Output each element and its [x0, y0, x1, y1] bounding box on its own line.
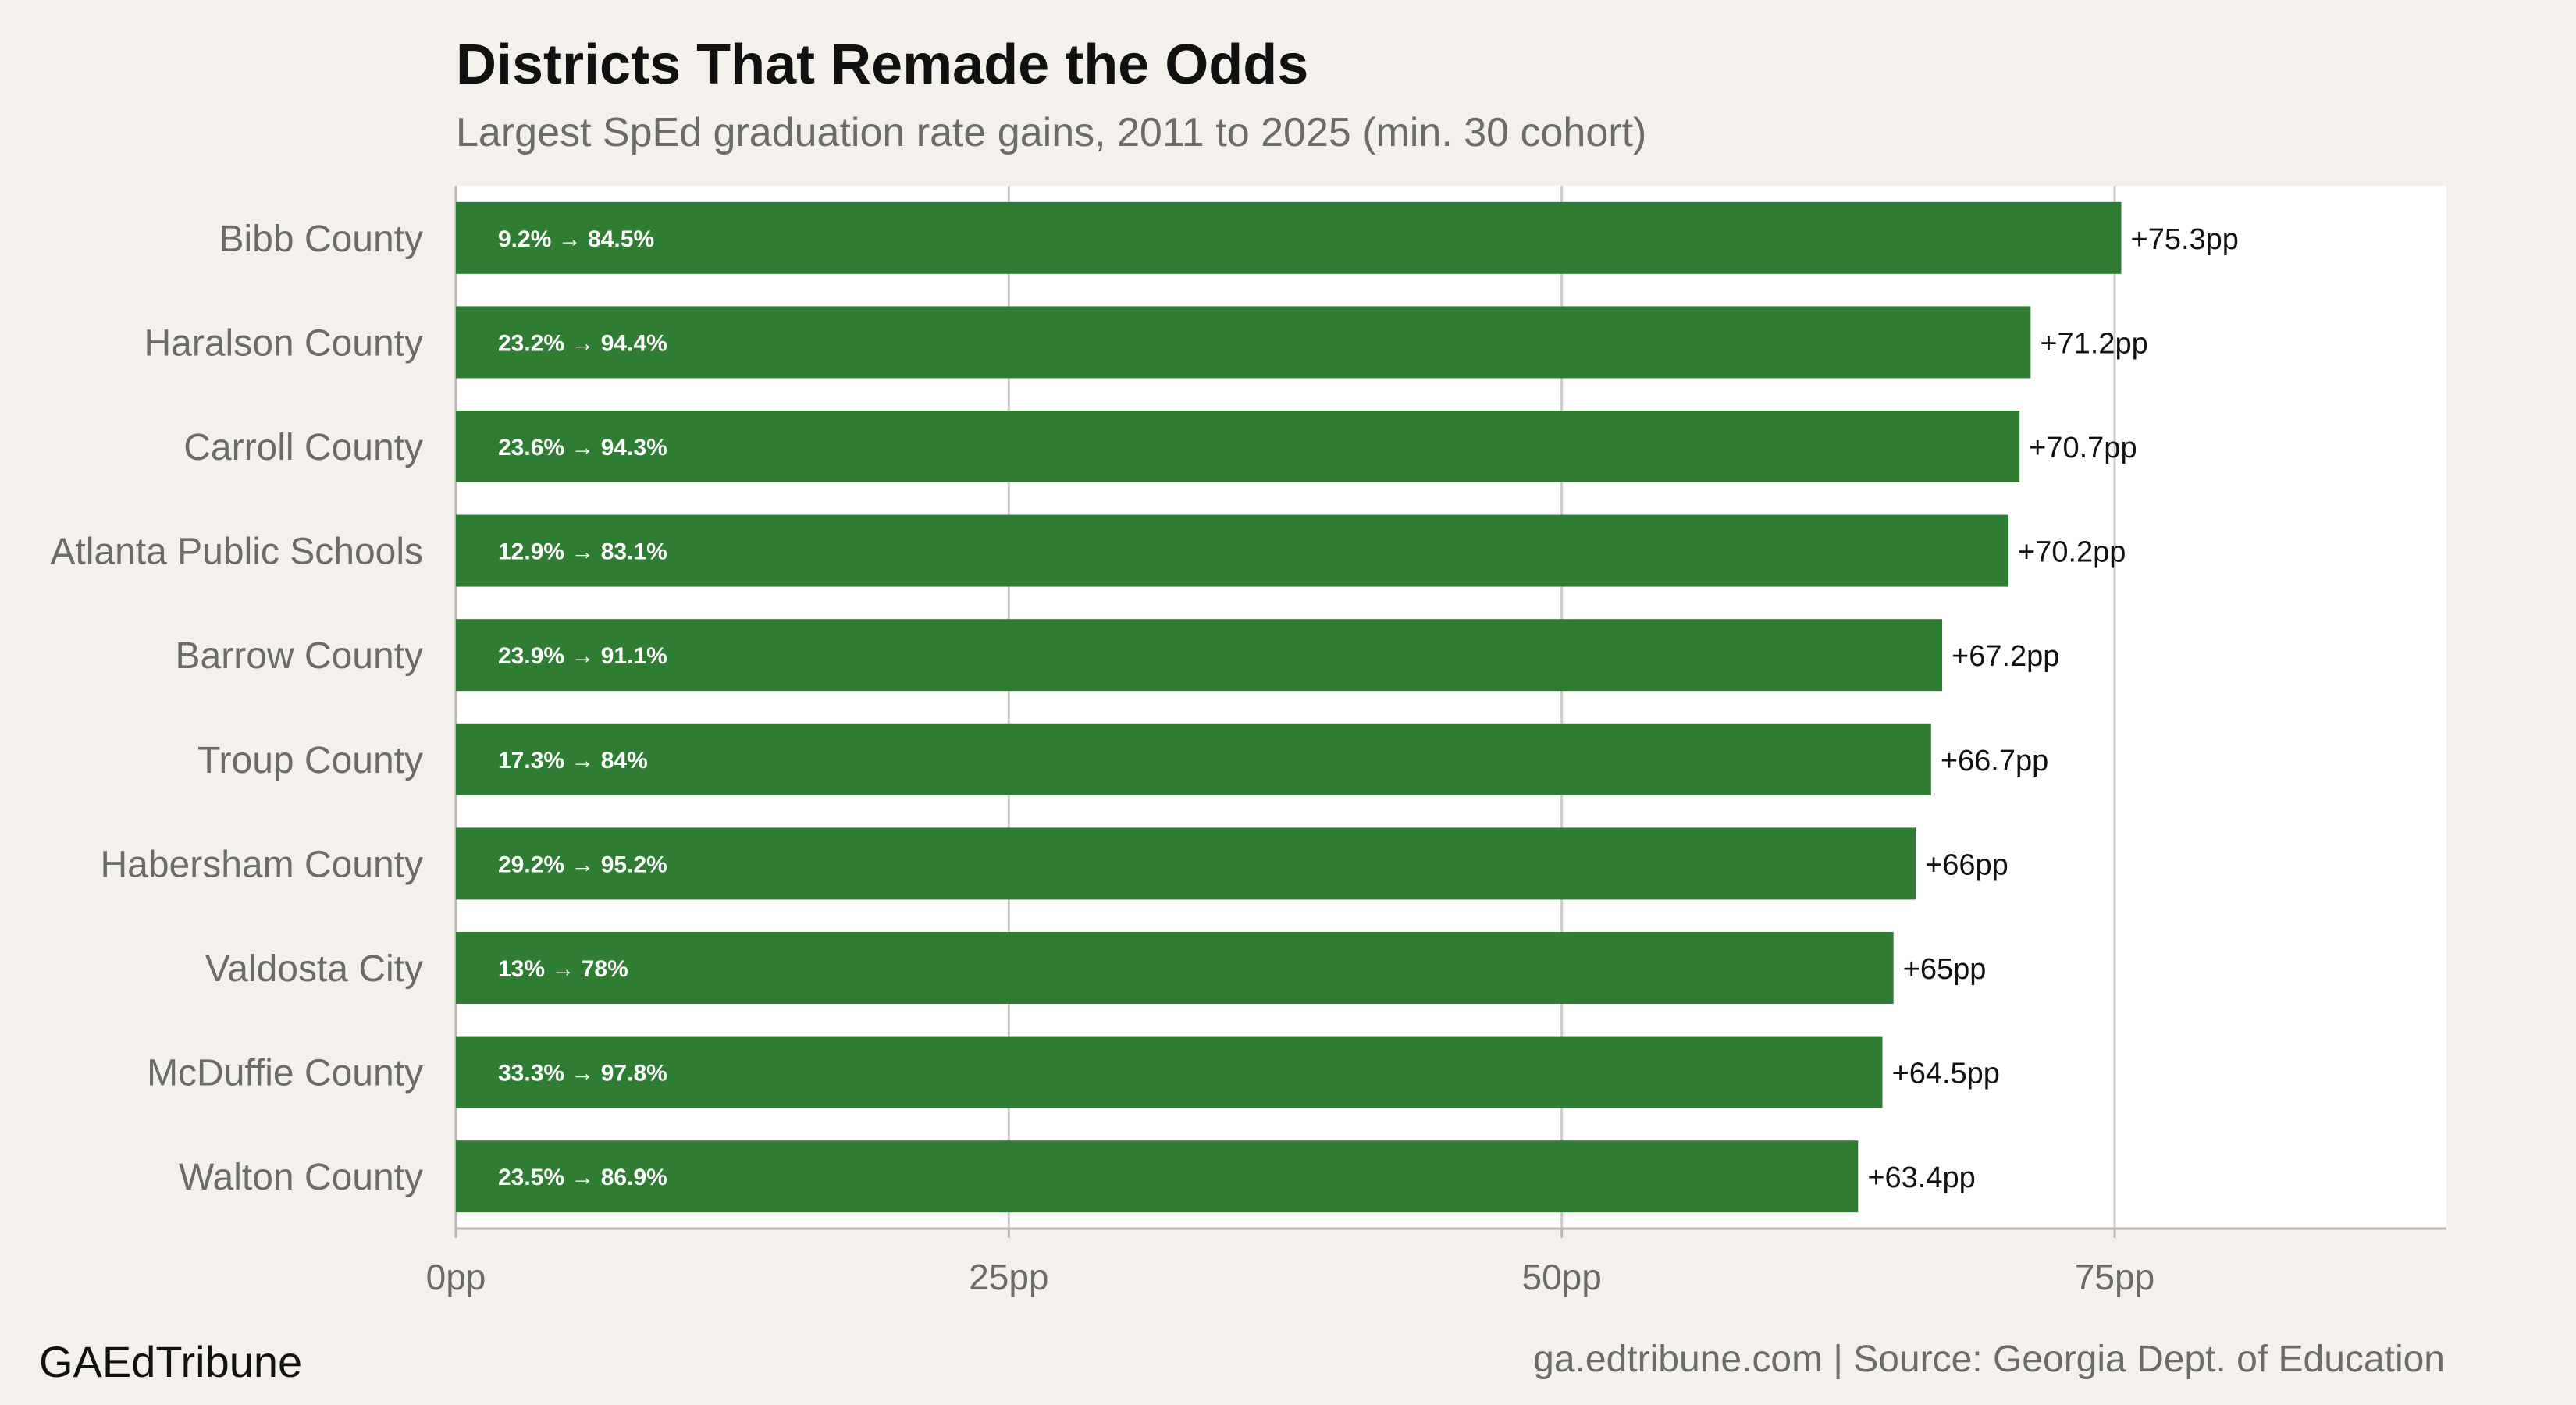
brand-logo-text: GAEdTribune [39, 1337, 303, 1386]
bar-inner-label: 13% → 78% [498, 956, 628, 982]
bar [456, 1140, 1859, 1213]
bar [456, 827, 1916, 900]
value-label: +66.7pp [1941, 745, 2048, 777]
value-label: +64.5pp [1892, 1058, 2000, 1090]
category-label: Haralson County [144, 322, 423, 364]
bar [456, 306, 2031, 379]
category-label: Habersham County [100, 844, 423, 885]
bar-inner-label: 23.5% → 86.9% [498, 1165, 667, 1190]
category-label: Walton County [179, 1157, 423, 1198]
value-label: +75.3pp [2131, 223, 2239, 256]
category-label: Carroll County [183, 427, 423, 468]
bar-inner-label: 29.2% → 95.2% [498, 852, 667, 877]
category-label: McDuffie County [147, 1053, 423, 1094]
source-credit: ga.edtribune.com | Source: Georgia Dept.… [1533, 1339, 2445, 1380]
bar [456, 201, 2122, 274]
bar [456, 411, 2020, 482]
bar [456, 514, 2008, 587]
bar [456, 619, 1942, 692]
x-tick-label: 25pp [969, 1257, 1048, 1297]
bar [456, 932, 1894, 1004]
chart-title: Districts That Remade the Odds [456, 34, 1309, 96]
bar-inner-label: 23.2% → 94.4% [498, 330, 667, 356]
category-label: Barrow County [176, 635, 423, 677]
chart-subtitle: Largest SpEd graduation rate gains, 2011… [456, 110, 1647, 155]
bar [456, 1036, 1883, 1108]
x-tick-label: 75pp [2075, 1257, 2154, 1297]
value-label: +70.2pp [2018, 536, 2126, 569]
bar-inner-label: 23.6% → 94.3% [498, 435, 667, 461]
x-tick-label: 50pp [1521, 1257, 1601, 1297]
bar [456, 723, 1931, 795]
value-label: +65pp [1903, 953, 1987, 986]
value-label: +71.2pp [2040, 327, 2147, 360]
bar-inner-label: 12.9% → 83.1% [498, 539, 667, 565]
category-label: Valdosta City [205, 948, 423, 990]
bar-inner-label: 17.3% → 84% [498, 748, 648, 774]
value-label: +67.2pp [1952, 640, 2059, 673]
category-label: Troup County [197, 740, 423, 781]
value-label: +66pp [1925, 848, 2008, 881]
bar-inner-label: 33.3% → 97.8% [498, 1061, 667, 1087]
category-label: Bibb County [219, 219, 424, 260]
bar-inner-label: 9.2% → 84.5% [498, 226, 654, 252]
x-tick-label: 0pp [426, 1257, 486, 1297]
value-label: +63.4pp [1867, 1161, 1975, 1194]
category-label: Atlanta Public Schools [50, 532, 423, 573]
value-label: +70.7pp [2029, 432, 2137, 464]
bar-inner-label: 23.9% → 91.1% [498, 643, 667, 669]
